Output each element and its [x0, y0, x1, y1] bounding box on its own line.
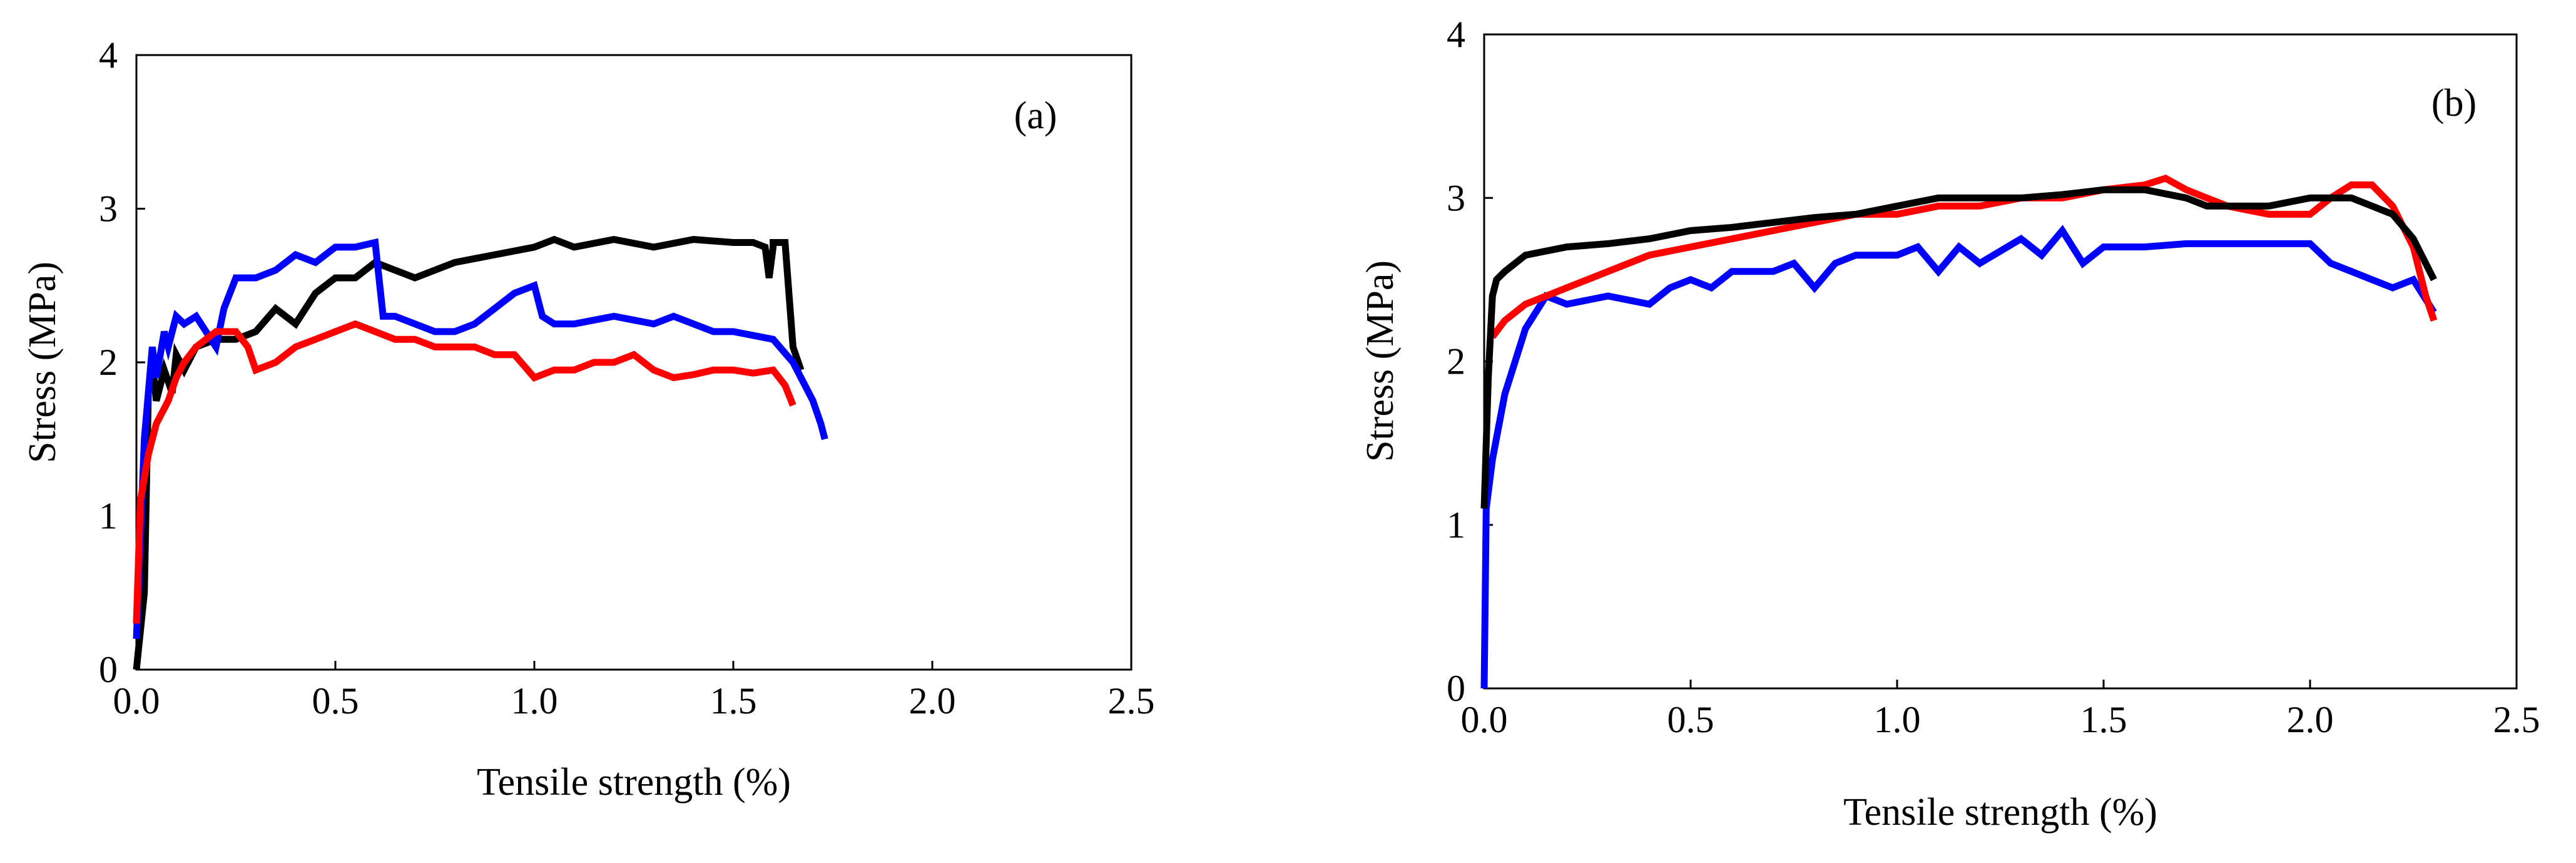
- x-tick-label-b: 1.0: [1874, 699, 1921, 740]
- x-tick-label-b: 0.0: [1461, 699, 1508, 740]
- series-layer-b: [1480, 174, 2438, 689]
- x-tick-label-a: 2.5: [1108, 680, 1155, 722]
- series-layer-a: [133, 235, 828, 670]
- ticks-b: 0.0 0.5 1.0 1.5 2.0 2.5 0 1 2 3 4: [1447, 14, 2540, 740]
- y-tick-label-b: 3: [1447, 177, 1465, 218]
- y-tick-label-a: 0: [99, 649, 118, 690]
- panel-b: (b) Tensile strength (%) Stress (MPa) 0.…: [1359, 14, 2540, 834]
- ticks-a: 0.0 0.5 1.0 1.5 2.0 2.5 0 1 2 3 4: [99, 34, 1155, 722]
- y-tick-label-b: 1: [1447, 504, 1465, 546]
- series-line-black-a: [133, 235, 805, 670]
- y-tick-label-b: 4: [1447, 14, 1465, 55]
- x-tick-label-b: 2.5: [2493, 699, 2540, 740]
- plot-frame-b: [1483, 33, 2518, 690]
- y-tick-label-b: 0: [1447, 668, 1465, 709]
- y-tick-label-a: 3: [99, 188, 118, 230]
- plot-frame-a: [135, 54, 1133, 671]
- x-tick-label-b: 2.0: [2287, 699, 2334, 740]
- panel-label-b: (b): [2431, 82, 2477, 125]
- x-tick-label-b: 1.5: [2080, 699, 2127, 740]
- y-tick-label-b: 2: [1447, 341, 1465, 382]
- x-tick-label-a: 2.0: [909, 680, 956, 722]
- series-line-red-a: [133, 320, 797, 624]
- panel-a: (a) Tensile strength (%) Stress (MPa) 0.…: [21, 34, 1155, 804]
- x-tick-label-a: 1.5: [710, 680, 757, 722]
- y-tick-label-a: 4: [99, 34, 118, 76]
- y-axis-title-b: Stress (MPa): [1359, 260, 1402, 462]
- series-line-black-b: [1480, 186, 2437, 509]
- x-tick-label-b: 0.5: [1667, 699, 1714, 740]
- series-line-blue-a: [133, 238, 828, 640]
- x-tick-label-a: 1.0: [511, 680, 558, 722]
- y-axis-title-a: Stress (MPa): [21, 262, 64, 463]
- panel-label-a: (a): [1014, 94, 1057, 137]
- series-line-blue-b: [1480, 225, 2437, 689]
- x-axis-title-a: Tensile strength (%): [477, 761, 791, 804]
- x-tick-label-a: 0.5: [312, 680, 359, 722]
- x-axis-title-b: Tensile strength (%): [1843, 791, 2157, 834]
- x-tick-label-a: 0.0: [113, 680, 160, 722]
- y-tick-label-a: 2: [99, 342, 118, 383]
- y-tick-label-a: 1: [99, 496, 118, 537]
